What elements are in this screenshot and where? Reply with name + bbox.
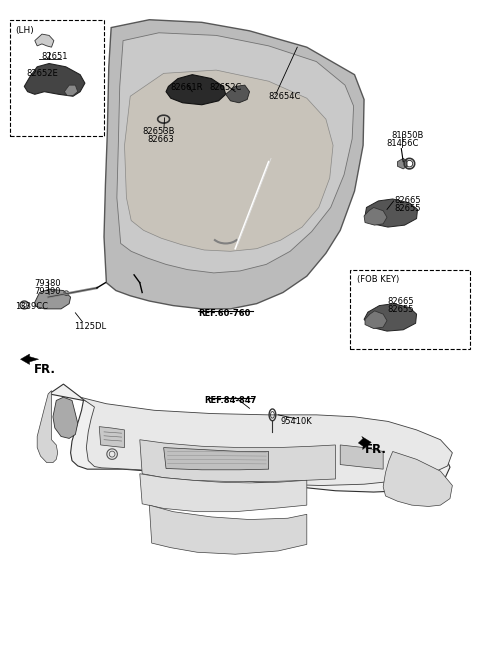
Text: 79380: 79380 [34,279,60,288]
Text: 81350B: 81350B [392,131,424,140]
Polygon shape [21,354,38,365]
Text: REF.84-847: REF.84-847 [204,396,257,405]
Polygon shape [24,64,85,97]
Text: 79390: 79390 [34,286,60,296]
Polygon shape [383,451,452,507]
Text: 95410K: 95410K [281,417,312,426]
Polygon shape [53,397,78,438]
Polygon shape [64,85,78,96]
Polygon shape [140,440,336,482]
Text: FR.: FR. [34,363,56,376]
Text: 82652E: 82652E [26,69,58,78]
Text: 82655: 82655 [394,204,420,213]
Polygon shape [397,158,407,169]
Text: 1339CC: 1339CC [15,302,48,311]
Text: 82655: 82655 [387,305,413,314]
Polygon shape [149,505,307,555]
Text: 82665: 82665 [394,196,421,205]
Polygon shape [35,289,71,309]
Polygon shape [140,474,307,512]
Polygon shape [359,436,371,449]
Polygon shape [365,311,387,328]
Text: 82653B: 82653B [142,127,175,136]
Text: 1125DL: 1125DL [74,322,106,331]
Text: 82652C: 82652C [209,83,241,91]
Polygon shape [364,208,387,225]
Text: REF.60-760: REF.60-760 [199,309,251,318]
Polygon shape [104,20,364,309]
Polygon shape [340,445,383,469]
Polygon shape [49,384,450,492]
Polygon shape [364,304,417,331]
Polygon shape [365,199,418,227]
Polygon shape [124,70,333,251]
Text: (FOB KEY): (FOB KEY) [357,275,399,284]
Text: 81456C: 81456C [386,139,419,148]
Text: 82665: 82665 [387,297,414,306]
Text: FR.: FR. [365,443,387,456]
Polygon shape [99,426,124,447]
Text: 82661R: 82661R [171,83,204,91]
Bar [10,20,104,135]
Text: 82651: 82651 [42,52,68,60]
Polygon shape [226,85,250,102]
Text: (LH): (LH) [16,26,35,35]
Text: 82663: 82663 [147,135,174,144]
Bar [350,269,470,350]
Polygon shape [166,75,226,104]
Polygon shape [117,33,354,273]
Polygon shape [164,447,269,470]
Polygon shape [80,397,452,486]
Polygon shape [35,34,54,47]
Polygon shape [37,391,58,463]
Text: 82654C: 82654C [269,92,301,101]
